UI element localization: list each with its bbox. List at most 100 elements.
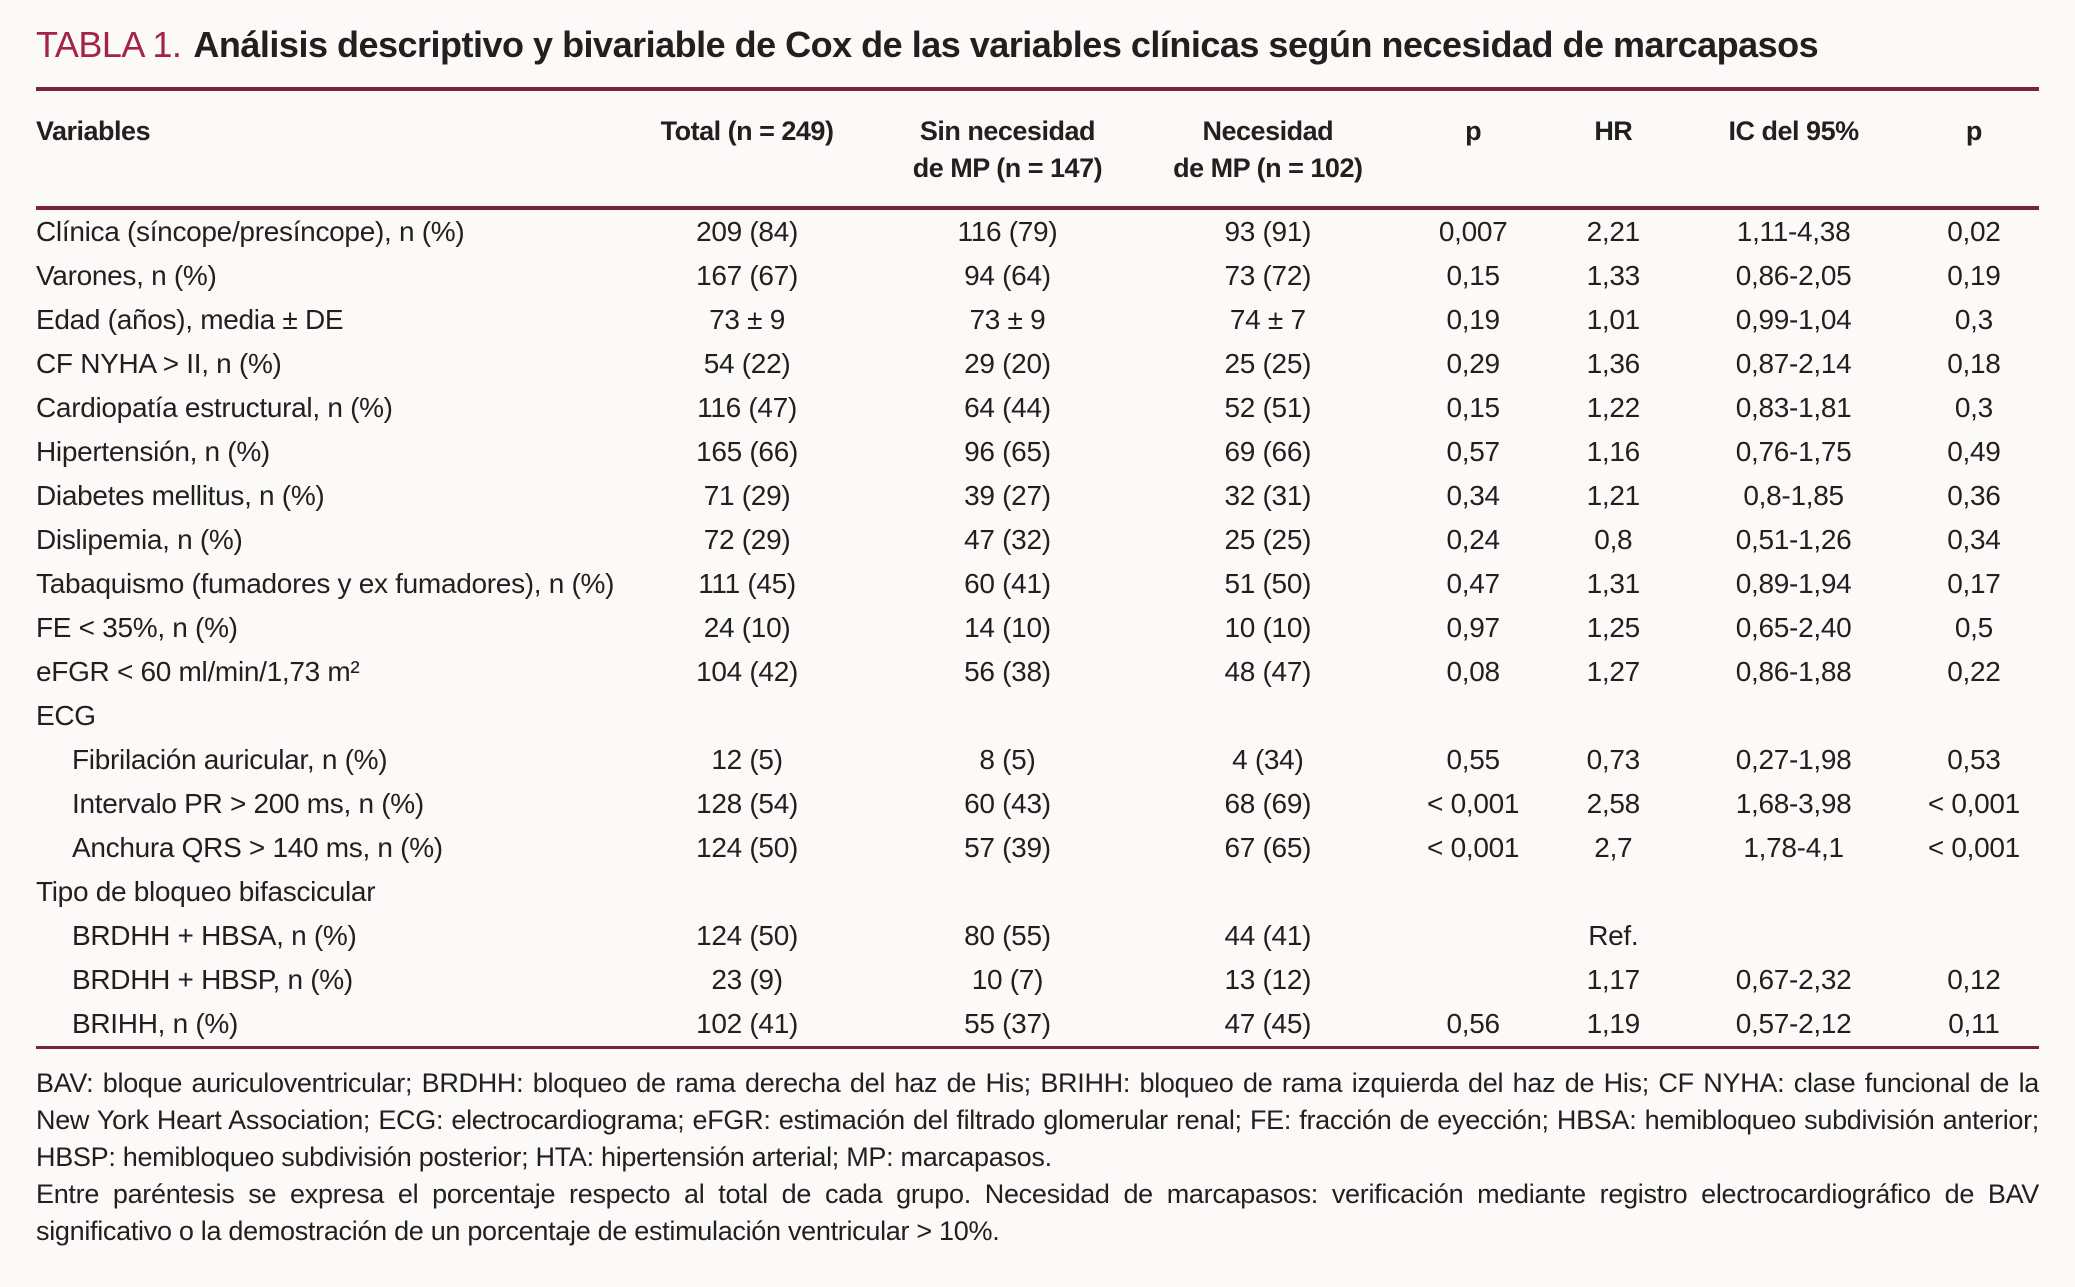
p-value-2-cell: 0,36 xyxy=(1947,480,2001,512)
column-header-sin-necesidad: Sin necesidad de MP (n = 147) xyxy=(912,116,1103,183)
hr-cell: 2,7 xyxy=(1594,832,1633,864)
necesidad-cell: 4 (34) xyxy=(1232,744,1304,776)
ic95-cell: 0,65-2,40 xyxy=(1735,612,1852,644)
total-cell: 128 (54) xyxy=(696,788,798,820)
row-label-cell: Diabetes mellitus, n (%) xyxy=(36,480,325,512)
footnote-abbreviations: BAV: bloque auriculoventricular; BRDHH: … xyxy=(36,1068,2039,1173)
column-header-p: p xyxy=(1465,116,1482,147)
row-label-cell: BRDHH + HBSA, n (%) xyxy=(72,920,357,952)
p-value-2-cell xyxy=(1909,914,2039,958)
p-value-cell: 0,29 xyxy=(1446,348,1500,380)
table-body: Clínica (síncope/presíncope), n (%) 209 (… xyxy=(36,208,2039,1048)
table-row: Tipo de bloqueo bifascicular xyxy=(36,870,2039,914)
table-row: Intervalo PR > 200 ms, n (%) 128 (54) 60 (… xyxy=(36,782,2039,826)
necesidad-cell: 69 (66) xyxy=(1224,436,1312,468)
table-row: Diabetes mellitus, n (%) 71 (29) 39 (27) 32… xyxy=(36,474,2039,518)
necesidad-cell: 93 (91) xyxy=(1224,216,1312,248)
ic95-cell: 0,99-1,04 xyxy=(1735,304,1852,336)
ic95-cell xyxy=(1678,870,1908,914)
column-header-p-2: p xyxy=(1965,116,1983,147)
hr-cell: 2,58 xyxy=(1586,788,1641,820)
total-cell: 124 (50) xyxy=(696,920,798,952)
hr-cell: 1,31 xyxy=(1586,568,1641,600)
ic95-cell: 1,68-3,98 xyxy=(1735,788,1852,820)
total-cell xyxy=(617,694,877,738)
necesidad-cell: 44 (41) xyxy=(1224,920,1312,952)
sin-necesidad-cell: 73 ± 9 xyxy=(969,304,1046,336)
total-cell xyxy=(617,870,877,914)
necesidad-cell: 73 (72) xyxy=(1224,260,1312,292)
total-cell: 209 (84) xyxy=(696,216,798,248)
table-header-row: Variables Total (n = 249) Sin necesidad … xyxy=(36,89,2039,209)
column-header-total: Total (n = 249) xyxy=(660,116,834,147)
total-cell: 116 (47) xyxy=(697,392,797,424)
row-label-cell: Clínica (síncope/presíncope), n (%) xyxy=(36,216,465,248)
table-row: Fibrilación auricular, n (%) 12 (5) 8 (5) 4… xyxy=(36,738,2039,782)
row-label-cell: Fibrilación auricular, n (%) xyxy=(72,744,388,776)
necesidad-cell: 10 (10) xyxy=(1224,612,1312,644)
sin-necesidad-cell: 8 (5) xyxy=(979,744,1036,776)
row-label-cell: Cardiopatía estructural, n (%) xyxy=(36,392,393,424)
table-row: FE < 35%, n (%) 24 (10) 14 (10) 10 (10) 0,97… xyxy=(36,606,2039,650)
hr-cell: 0,8 xyxy=(1594,524,1633,556)
row-label-cell: CF NYHA > II, n (%) xyxy=(36,348,282,380)
sin-necesidad-cell: 60 (41) xyxy=(964,568,1051,600)
table-row: Anchura QRS > 140 ms, n (%) 124 (50) 57 (3… xyxy=(36,826,2039,870)
p-value-2-cell xyxy=(1909,694,2039,738)
p-value-cell xyxy=(1398,694,1548,738)
table-row: BRDHH + HBSA, n (%) 124 (50) 80 (55) 44 (41… xyxy=(36,914,2039,958)
sin-necesidad-cell: 29 (20) xyxy=(964,348,1051,380)
p-value-cell: 0,47 xyxy=(1446,568,1500,600)
hr-cell: Ref. xyxy=(1588,920,1639,952)
ic95-cell: 0,67-2,32 xyxy=(1735,964,1852,996)
total-cell: 72 (29) xyxy=(703,524,791,556)
total-cell: 165 (66) xyxy=(696,436,798,468)
row-label-cell: Dislipemia, n (%) xyxy=(36,524,243,556)
table-row: Dislipemia, n (%) 72 (29) 47 (32) 25 (25) 0,… xyxy=(36,518,2039,562)
p-value-cell: 0,56 xyxy=(1446,1008,1500,1040)
hr-cell: 1,17 xyxy=(1586,964,1641,996)
table-row: CF NYHA > II, n (%) 54 (22) 29 (20) 25 (25)… xyxy=(36,342,2039,386)
total-cell: 24 (10) xyxy=(703,612,791,644)
p-value-cell: < 0,001 xyxy=(1427,832,1520,864)
p-value-2-cell xyxy=(1909,870,2039,914)
sin-necesidad-cell: 14 (10) xyxy=(964,612,1051,644)
column-header-hr: HR xyxy=(1594,116,1633,147)
p-value-cell: 0,007 xyxy=(1438,216,1508,248)
row-label-cell: Tabaquismo (fumadores y ex fumadores), n… xyxy=(36,568,615,600)
necesidad-cell: 25 (25) xyxy=(1224,348,1312,380)
necesidad-cell: 13 (12) xyxy=(1224,964,1312,996)
row-label-cell: Tipo de bloqueo bifascicular xyxy=(36,876,376,908)
necesidad-cell: 25 (25) xyxy=(1224,524,1312,556)
ic95-cell xyxy=(1678,694,1908,738)
sin-necesidad-cell xyxy=(877,870,1137,914)
ic95-cell: 0,89-1,94 xyxy=(1735,568,1852,600)
p-value-cell: 0,97 xyxy=(1446,612,1500,644)
hr-cell: 1,36 xyxy=(1586,348,1641,380)
p-value-cell xyxy=(1398,914,1548,958)
column-header-necesidad: Necesidad de MP (n = 102) xyxy=(1173,116,1363,183)
p-value-cell: 0,19 xyxy=(1446,304,1500,336)
necesidad-cell: 67 (65) xyxy=(1224,832,1312,864)
hr-cell: 1,19 xyxy=(1586,1008,1641,1040)
p-value-2-cell: 0,02 xyxy=(1947,216,2001,248)
p-value-cell: 0,55 xyxy=(1446,744,1500,776)
p-value-2-cell: 0,22 xyxy=(1947,656,2001,688)
p-value-cell: 0,24 xyxy=(1446,524,1500,556)
sin-necesidad-cell: 57 (39) xyxy=(964,832,1051,864)
table-row: Hipertensión, n (%) 165 (66) 96 (65) 69 (66… xyxy=(36,430,2039,474)
ic95-cell xyxy=(1678,914,1908,958)
table-row: Tabaquismo (fumadores y ex fumadores), n… xyxy=(36,562,2039,606)
cox-analysis-table: Variables Total (n = 249) Sin necesidad … xyxy=(36,87,2039,1050)
hr-cell: 1,27 xyxy=(1586,656,1641,688)
hr-cell: 1,16 xyxy=(1586,436,1641,468)
ic95-cell: 0,8-1,85 xyxy=(1743,480,1844,512)
necesidad-cell: 48 (47) xyxy=(1224,656,1312,688)
ic95-cell: 0,87-2,14 xyxy=(1735,348,1852,380)
hr-cell: 1,01 xyxy=(1586,304,1641,336)
p-value-cell: 0,15 xyxy=(1446,392,1500,424)
sin-necesidad-cell: 60 (43) xyxy=(964,788,1051,820)
total-cell: 167 (67) xyxy=(696,260,798,292)
row-label-cell: BRIHH, n (%) xyxy=(72,1008,238,1040)
